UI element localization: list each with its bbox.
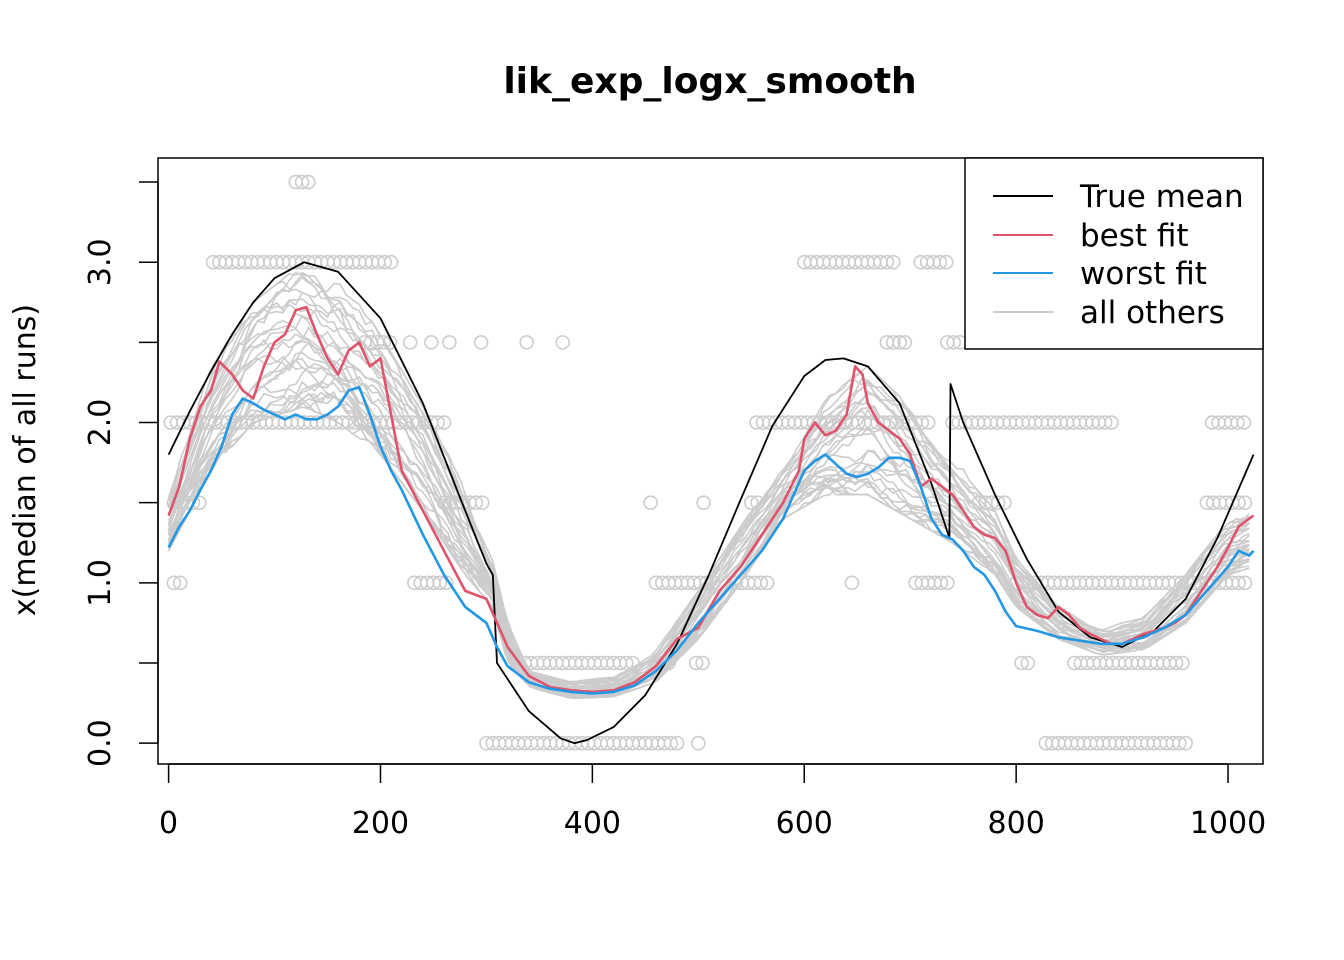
x-tick-label-1000: 1000	[1190, 806, 1266, 841]
observation-point	[844, 575, 860, 591]
observation-point	[172, 575, 188, 591]
y-tick-label-1: 1.0	[83, 559, 118, 607]
observation-point	[294, 174, 310, 190]
legend: True mean best fit worst fit all others	[964, 157, 1264, 350]
observation-point	[743, 495, 759, 510]
observation-point	[474, 495, 490, 510]
other-run-line	[167, 395, 1250, 699]
observation-point	[383, 254, 399, 270]
other-run-line	[167, 392, 1250, 698]
observation-point	[1172, 735, 1187, 751]
observation-point	[696, 495, 711, 510]
observation-point	[1014, 655, 1029, 671]
x-tick-label-0: 0	[159, 806, 178, 841]
observation-point	[691, 735, 706, 751]
observation-point	[892, 335, 907, 350]
legend-label-true-mean: True mean	[1079, 179, 1244, 215]
observation-point	[1237, 495, 1253, 510]
observation-point	[663, 735, 679, 751]
other-run-line	[167, 357, 1250, 693]
observation-point	[442, 335, 457, 350]
observation-point	[759, 575, 775, 591]
other-run-line	[167, 391, 1250, 699]
legend-entry-all-others: all others	[993, 295, 1225, 331]
observation-point	[402, 335, 418, 350]
legend-entry-true-mean: True mean	[993, 179, 1244, 215]
observation-point	[436, 415, 452, 430]
observation-point	[1097, 415, 1113, 430]
observation-point	[1237, 575, 1253, 591]
chart-title: lik_exp_logx_smooth	[503, 61, 916, 102]
x-tick-label-800: 800	[988, 806, 1045, 841]
other-run-line	[167, 341, 1250, 696]
y-tick-label-3: 3.0	[83, 238, 118, 286]
observation-point	[695, 655, 710, 671]
observation-point	[1178, 735, 1193, 751]
observation-point	[555, 335, 571, 350]
observation-point	[1230, 415, 1245, 430]
y-axis: 0.0 1.0 2.0 3.0	[83, 181, 159, 767]
observation-point	[753, 575, 769, 591]
legend-box	[964, 157, 1264, 350]
observation-point	[885, 254, 901, 270]
other-run-line	[167, 392, 1250, 699]
observation-point	[932, 254, 948, 270]
observation-point	[920, 415, 936, 430]
series-line-worst-fit	[167, 386, 1255, 695]
observation-point	[432, 575, 448, 591]
y-tick-label-2: 2.0	[83, 399, 118, 447]
observation-point	[301, 174, 316, 190]
observation-point	[473, 335, 489, 350]
observation-point	[618, 655, 634, 671]
observation-point	[1020, 655, 1036, 671]
legend-label-best-fit: best fit	[1080, 218, 1189, 254]
observation-point	[946, 335, 961, 350]
other-run-line	[167, 391, 1250, 699]
legend-label-all-others: all others	[1080, 295, 1225, 331]
observation-point	[1168, 655, 1184, 671]
observation-point	[377, 254, 393, 270]
x-axis: 0 200 400 600 800 1000	[159, 763, 1266, 841]
observation-point	[885, 335, 901, 350]
observation-point	[933, 575, 949, 591]
observation-point	[166, 575, 182, 591]
x-tick-label-400: 400	[564, 806, 621, 841]
observation-point	[938, 254, 954, 270]
observation-point	[424, 335, 439, 350]
observation-point	[468, 495, 484, 510]
series-line-best-fit	[167, 305, 1255, 694]
other-run-line	[167, 301, 1250, 689]
observation-point	[643, 495, 658, 510]
observation-point	[897, 335, 913, 350]
observation-point	[990, 495, 1006, 510]
observation-point	[1175, 655, 1190, 671]
series-lines	[167, 261, 1255, 745]
observation-point	[1104, 415, 1119, 430]
x-tick-label-600: 600	[776, 806, 833, 841]
other-run-line	[167, 327, 1250, 690]
y-tick-label-0: 0.0	[83, 719, 118, 767]
other-run-line	[167, 406, 1250, 699]
other-run-line	[167, 365, 1250, 698]
observation-point	[1236, 415, 1252, 430]
legend-entry-best-fit: best fit	[993, 218, 1189, 254]
series-line-true-mean	[167, 261, 1255, 745]
observation-point	[879, 254, 895, 270]
observation-point	[1231, 575, 1246, 591]
observation-point	[939, 575, 955, 591]
observation-point	[688, 655, 704, 671]
x-tick-label-200: 200	[352, 806, 409, 841]
observation-point	[519, 335, 534, 350]
legend-entry-worst-fit: worst fit	[993, 256, 1207, 292]
legend-label-worst-fit: worst fit	[1080, 256, 1207, 292]
y-axis-label: x(median of all runs)	[8, 304, 43, 616]
observation-point	[669, 735, 685, 751]
